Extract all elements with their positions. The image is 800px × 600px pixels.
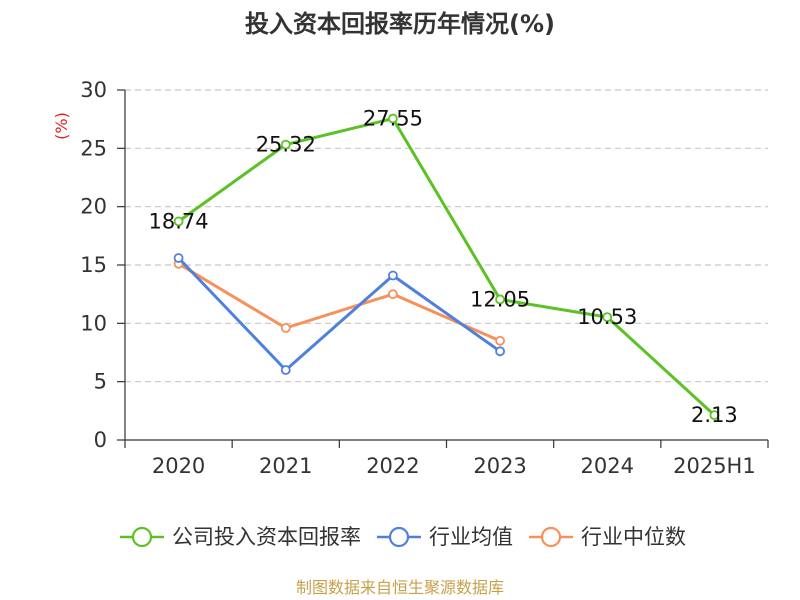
data-point	[709, 410, 720, 421]
data-point	[602, 312, 613, 323]
legend-item[interactable]: 行业中位数	[529, 525, 686, 549]
legend-marker	[388, 526, 410, 548]
y-tick-label: 5	[94, 370, 107, 394]
x-tick-label: 2024	[581, 454, 634, 478]
data-label: 2.13	[691, 403, 738, 427]
y-tick-label: 25	[80, 136, 107, 160]
y-tick-label: 10	[80, 311, 107, 335]
y-tick-label: 20	[80, 195, 107, 219]
x-tick-label: 2025H1	[673, 454, 756, 478]
series-layer	[173, 113, 720, 421]
legend-marker	[540, 526, 562, 548]
data-label: 18.74	[149, 209, 209, 233]
legend-item[interactable]: 公司投入资本回报率	[120, 525, 361, 549]
source-note: 制图数据来自恒生聚源数据库	[296, 578, 504, 597]
x-tick-label: 2020	[152, 454, 205, 478]
data-point	[280, 139, 291, 150]
data-label: 10.53	[577, 305, 637, 329]
series-line	[177, 256, 501, 372]
data-point	[388, 289, 398, 300]
legend-item[interactable]: 行业均值	[377, 525, 513, 549]
legend[interactable]: 公司投入资本回报率 行业均值 行业中位数	[120, 525, 686, 549]
data-point	[173, 216, 184, 227]
data-label: 27.55	[363, 107, 423, 131]
x-tick-label: 2022	[366, 454, 419, 478]
data-point	[280, 323, 291, 333]
grid	[125, 89, 768, 383]
legend-label: 行业均值	[429, 525, 513, 549]
data-point	[495, 346, 505, 357]
legend-marker	[131, 526, 153, 548]
data-label: 12.05	[470, 287, 530, 311]
series-line	[177, 117, 716, 417]
data-label: 25.32	[256, 133, 316, 157]
data-labels: 18.74 25.32 27.55 12.05 10.53 2.13	[149, 107, 738, 428]
data-point	[495, 294, 505, 305]
data-point	[280, 365, 291, 375]
legend-label: 行业中位数	[581, 525, 686, 549]
y-tick-label: 30	[80, 78, 107, 102]
axes: 0 5 10 15 20 25 30 2020 2021 2022 2023 2024 2025H1	[80, 78, 769, 478]
data-point	[388, 270, 398, 281]
legend-label: 公司投入资本回报率	[172, 525, 361, 549]
data-point	[173, 253, 184, 263]
x-tick-label: 2023	[473, 454, 526, 478]
y-axis-label: (%)	[52, 112, 71, 140]
series-line	[177, 262, 501, 343]
data-point	[495, 335, 505, 346]
chart-title: 投入资本回报率历年情况(%)	[245, 10, 555, 38]
y-tick-label: 0	[94, 428, 107, 452]
y-tick-label: 15	[80, 253, 107, 277]
data-point	[388, 113, 398, 124]
x-tick-label: 2021	[259, 454, 312, 478]
